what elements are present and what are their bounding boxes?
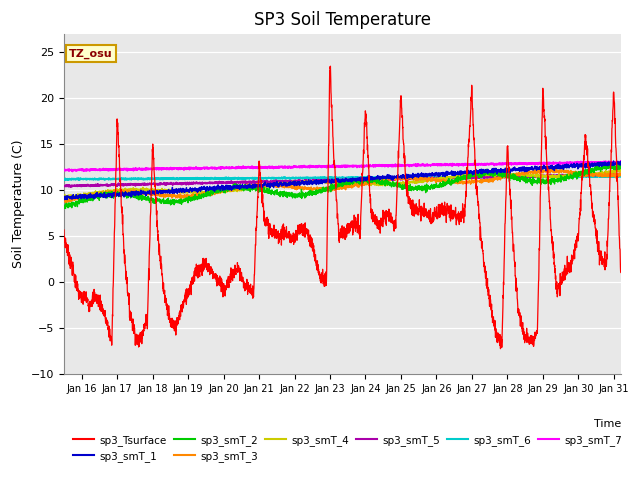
- sp3_smT_1: [124, 191, 131, 197]
- sp3_smT_3: [298, 184, 306, 190]
- sp3_smT_4: [157, 188, 164, 194]
- sp3_Tsurface: [298, 221, 305, 227]
- sp3_smT_7: [274, 165, 282, 170]
- sp3_smT_7: [617, 158, 625, 164]
- sp3_smT_6: [546, 174, 554, 180]
- sp3_smT_3: [124, 191, 132, 196]
- sp3_smT_4: [606, 169, 614, 175]
- Line: sp3_smT_7: sp3_smT_7: [64, 161, 621, 171]
- Line: sp3_smT_6: sp3_smT_6: [64, 176, 621, 180]
- sp3_Tsurface: [157, 263, 164, 268]
- sp3_smT_5: [617, 171, 625, 177]
- sp3_smT_1: [617, 161, 625, 167]
- Legend: sp3_Tsurface, sp3_smT_1, sp3_smT_2, sp3_smT_3, sp3_smT_4, sp3_smT_5, sp3_smT_6, : sp3_Tsurface, sp3_smT_1, sp3_smT_2, sp3_…: [69, 431, 627, 466]
- sp3_smT_6: [617, 173, 625, 179]
- sp3_smT_1: [157, 188, 164, 194]
- Text: TZ_osu: TZ_osu: [69, 48, 113, 59]
- sp3_Tsurface: [606, 171, 614, 177]
- sp3_smT_3: [543, 167, 551, 172]
- sp3_smT_4: [60, 194, 68, 200]
- sp3_smT_6: [60, 177, 68, 182]
- sp3_smT_2: [60, 204, 68, 210]
- sp3_smT_1: [298, 181, 305, 187]
- sp3_Tsurface: [547, 216, 554, 222]
- sp3_smT_7: [600, 158, 608, 164]
- sp3_smT_7: [124, 166, 132, 172]
- sp3_smT_5: [157, 181, 164, 187]
- sp3_Tsurface: [617, 270, 625, 276]
- sp3_smT_3: [60, 199, 68, 204]
- Line: sp3_smT_5: sp3_smT_5: [64, 173, 621, 187]
- sp3_smT_2: [617, 163, 625, 168]
- sp3_smT_2: [609, 161, 617, 167]
- sp3_smT_5: [606, 172, 614, 178]
- sp3_smT_7: [298, 163, 306, 168]
- sp3_smT_2: [606, 163, 614, 168]
- Title: SP3 Soil Temperature: SP3 Soil Temperature: [254, 11, 431, 29]
- sp3_Tsurface: [124, 290, 131, 296]
- sp3_smT_6: [298, 175, 306, 181]
- Line: sp3_smT_3: sp3_smT_3: [64, 169, 621, 203]
- Y-axis label: Soil Temperature (C): Soil Temperature (C): [12, 140, 26, 268]
- Line: sp3_smT_2: sp3_smT_2: [64, 164, 621, 208]
- sp3_smT_5: [67, 184, 74, 190]
- sp3_smT_2: [546, 179, 554, 185]
- sp3_smT_5: [124, 181, 132, 187]
- sp3_smT_4: [612, 166, 620, 171]
- Line: sp3_smT_4: sp3_smT_4: [64, 168, 621, 199]
- sp3_smT_2: [124, 193, 132, 199]
- sp3_smT_5: [546, 173, 554, 179]
- sp3_smT_1: [546, 165, 554, 170]
- sp3_smT_4: [64, 196, 72, 202]
- Line: sp3_Tsurface: sp3_Tsurface: [64, 66, 621, 348]
- sp3_Tsurface: [274, 232, 282, 238]
- sp3_smT_3: [157, 193, 164, 199]
- sp3_smT_2: [61, 205, 69, 211]
- sp3_smT_5: [60, 183, 68, 189]
- sp3_smT_7: [157, 166, 164, 171]
- sp3_smT_1: [606, 161, 614, 167]
- sp3_Tsurface: [497, 346, 504, 351]
- sp3_smT_3: [274, 183, 282, 189]
- sp3_smT_6: [606, 174, 614, 180]
- sp3_smT_3: [617, 172, 625, 178]
- sp3_smT_3: [547, 167, 554, 173]
- sp3_Tsurface: [60, 227, 68, 233]
- sp3_smT_7: [60, 167, 68, 172]
- sp3_smT_1: [274, 183, 282, 189]
- sp3_smT_4: [298, 179, 306, 185]
- sp3_Tsurface: [326, 63, 334, 69]
- sp3_smT_6: [583, 173, 591, 179]
- sp3_smT_7: [606, 160, 614, 166]
- sp3_smT_4: [124, 187, 132, 192]
- sp3_smT_6: [157, 176, 164, 181]
- sp3_smT_4: [274, 181, 282, 187]
- sp3_smT_5: [298, 179, 306, 185]
- sp3_smT_1: [610, 158, 618, 164]
- sp3_smT_2: [274, 190, 282, 195]
- sp3_smT_1: [60, 197, 68, 203]
- Line: sp3_smT_1: sp3_smT_1: [64, 161, 621, 200]
- sp3_smT_6: [124, 176, 132, 182]
- sp3_smT_3: [62, 200, 70, 206]
- sp3_smT_2: [298, 193, 306, 199]
- sp3_smT_7: [68, 168, 76, 174]
- sp3_smT_3: [606, 173, 614, 179]
- sp3_smT_5: [596, 170, 604, 176]
- sp3_smT_4: [546, 173, 554, 179]
- sp3_smT_4: [617, 169, 625, 175]
- sp3_smT_5: [274, 179, 282, 184]
- sp3_smT_7: [546, 161, 554, 167]
- Text: Time: Time: [593, 419, 621, 429]
- sp3_smT_6: [75, 177, 83, 183]
- sp3_smT_6: [274, 176, 282, 181]
- sp3_smT_2: [157, 197, 164, 203]
